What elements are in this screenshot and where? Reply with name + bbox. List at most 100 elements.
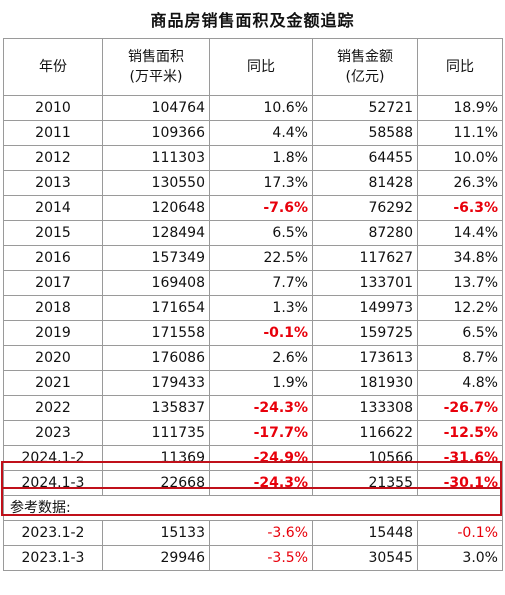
year-cell: 2020: [3, 345, 103, 371]
header-area-yoy: 同比: [209, 38, 313, 96]
amount-yoy-cell: 26.3%: [417, 170, 503, 196]
year-cell: 2022: [3, 395, 103, 421]
header-sales-amount: 销售金额 (亿元): [312, 38, 418, 96]
amount-yoy-cell: 3.0%: [417, 545, 503, 571]
year-cell: 2010: [3, 95, 103, 121]
sales-table: 年份 销售面积 (万平米) 同比 销售金额 (亿元) 同比 2010 104764 10…: [3, 38, 503, 571]
year-cell: 2011: [3, 120, 103, 146]
year-cell: 2016: [3, 245, 103, 271]
area-yoy-cell: 4.4%: [209, 120, 313, 146]
year-cell: 2023.1-3: [3, 545, 103, 571]
amount-yoy-cell: 18.9%: [417, 95, 503, 121]
sales-amount-cell: 133701: [312, 270, 418, 296]
year-cell: 2024.1-2: [3, 445, 103, 471]
sales-amount-cell: 64455: [312, 145, 418, 171]
year-cell: 2024.1-3: [3, 470, 103, 496]
amount-yoy-cell: 14.4%: [417, 220, 503, 246]
amount-yoy-cell: -0.1%: [417, 520, 503, 546]
area-yoy-cell: -24.9%: [209, 445, 313, 471]
sales-area-cell: 179433: [102, 370, 210, 396]
area-yoy-cell: -3.5%: [209, 545, 313, 571]
year-cell: 2017: [3, 270, 103, 296]
amount-yoy-cell: 4.8%: [417, 370, 503, 396]
year-cell: 2021: [3, 370, 103, 396]
amount-yoy-cell: -12.5%: [417, 420, 503, 446]
area-yoy-cell: -17.7%: [209, 420, 313, 446]
area-yoy-cell: 1.3%: [209, 295, 313, 321]
amount-yoy-cell: 6.5%: [417, 320, 503, 346]
table-row: 2015 128494 6.5% 87280 14.4%: [3, 220, 503, 246]
sales-area-cell: 22668: [102, 470, 210, 496]
table-row: 2023.1-3 29946 -3.5% 30545 3.0%: [3, 545, 503, 571]
amount-yoy-cell: -26.7%: [417, 395, 503, 421]
sales-area-cell: 171558: [102, 320, 210, 346]
sales-amount-cell: 117627: [312, 245, 418, 271]
sales-amount-cell: 149973: [312, 295, 418, 321]
area-yoy-cell: 10.6%: [209, 95, 313, 121]
sales-amount-cell: 116622: [312, 420, 418, 446]
header-sales-area: 销售面积 (万平米): [102, 38, 210, 96]
amount-yoy-cell: 13.7%: [417, 270, 503, 296]
year-cell: 2018: [3, 295, 103, 321]
sales-amount-cell: 133308: [312, 395, 418, 421]
sales-area-cell: 109366: [102, 120, 210, 146]
sales-area-cell: 135837: [102, 395, 210, 421]
amount-yoy-cell: -31.6%: [417, 445, 503, 471]
table-row: 2021 179433 1.9% 181930 4.8%: [3, 370, 503, 396]
sales-amount-cell: 15448: [312, 520, 418, 546]
sales-area-cell: 120648: [102, 195, 210, 221]
amount-yoy-cell: 11.1%: [417, 120, 503, 146]
header-amount-yoy: 同比: [417, 38, 503, 96]
table-row: 2014 120648 -7.6% 76292 -6.3%: [3, 195, 503, 221]
table-row: 2023 111735 -17.7% 116622 -12.5%: [3, 420, 503, 446]
sales-area-cell: 128494: [102, 220, 210, 246]
table-row: 2016 157349 22.5% 117627 34.8%: [3, 245, 503, 271]
table-row: 2020 176086 2.6% 173613 8.7%: [3, 345, 503, 371]
sales-amount-cell: 30545: [312, 545, 418, 571]
sales-amount-cell: 10566: [312, 445, 418, 471]
sales-amount-cell: 173613: [312, 345, 418, 371]
table-header-row: 年份 销售面积 (万平米) 同比 销售金额 (亿元) 同比: [3, 38, 503, 96]
sales-amount-cell: 58588: [312, 120, 418, 146]
sales-area-cell: 130550: [102, 170, 210, 196]
amount-yoy-cell: 12.2%: [417, 295, 503, 321]
area-yoy-cell: -7.6%: [209, 195, 313, 221]
table-row: 2010 104764 10.6% 52721 18.9%: [3, 95, 503, 121]
area-yoy-cell: 6.5%: [209, 220, 313, 246]
sales-area-cell: 171654: [102, 295, 210, 321]
sales-amount-cell: 159725: [312, 320, 418, 346]
sales-area-cell: 111735: [102, 420, 210, 446]
table-row: 2024.1-3 22668 -24.3% 21355 -30.1%: [3, 470, 503, 496]
area-yoy-cell: 1.8%: [209, 145, 313, 171]
sales-area-cell: 176086: [102, 345, 210, 371]
sales-amount-cell: 76292: [312, 195, 418, 221]
sales-area-cell: 15133: [102, 520, 210, 546]
year-cell: 2015: [3, 220, 103, 246]
table-row: 2013 130550 17.3% 81428 26.3%: [3, 170, 503, 196]
sales-amount-cell: 87280: [312, 220, 418, 246]
sales-amount-cell: 181930: [312, 370, 418, 396]
area-yoy-cell: -0.1%: [209, 320, 313, 346]
amount-yoy-cell: 34.8%: [417, 245, 503, 271]
amount-yoy-cell: 8.7%: [417, 345, 503, 371]
sales-area-cell: 11369: [102, 445, 210, 471]
sales-area-cell: 111303: [102, 145, 210, 171]
area-yoy-cell: -3.6%: [209, 520, 313, 546]
year-cell: 2023.1-2: [3, 520, 103, 546]
table-row: 2022 135837 -24.3% 133308 -26.7%: [3, 395, 503, 421]
sales-area-cell: 157349: [102, 245, 210, 271]
year-cell: 2012: [3, 145, 103, 171]
sales-area-cell: 169408: [102, 270, 210, 296]
header-year: 年份: [3, 38, 103, 96]
amount-yoy-cell: -30.1%: [417, 470, 503, 496]
sales-area-cell: 104764: [102, 95, 210, 121]
table-row: 2012 111303 1.8% 64455 10.0%: [3, 145, 503, 171]
sales-amount-cell: 21355: [312, 470, 418, 496]
table-row: 2011 109366 4.4% 58588 11.1%: [3, 120, 503, 146]
area-yoy-cell: 22.5%: [209, 245, 313, 271]
page-title: 商品房销售面积及金额追踪: [150, 11, 355, 30]
area-yoy-cell: 17.3%: [209, 170, 313, 196]
table-row: 2024.1-2 11369 -24.9% 10566 -31.6%: [3, 445, 503, 471]
year-cell: 2014: [3, 195, 103, 221]
